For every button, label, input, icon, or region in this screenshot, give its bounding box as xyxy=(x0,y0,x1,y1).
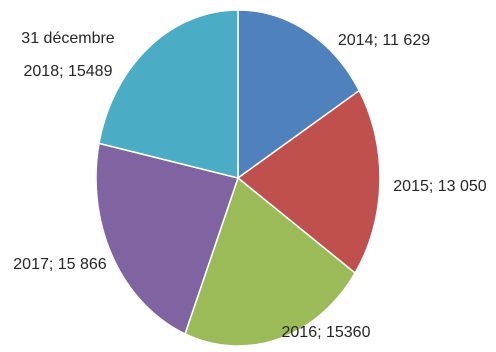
pie-slices xyxy=(95,9,381,347)
data-label-4: 2017; 15 866 xyxy=(13,256,107,273)
pie-slice-1 xyxy=(237,9,360,179)
data-label-5: 31 décembre 2018; 15489 xyxy=(21,30,114,80)
pie-slice-3 xyxy=(184,177,356,347)
data-label-line: 2018; 15489 xyxy=(24,63,113,80)
data-label-3: 2016; 15360 xyxy=(282,324,371,341)
pie-data-labels: 2014; 11 629 2015; 13 050 2016; 15360 2017;… xyxy=(13,30,487,341)
pie-slice-5 xyxy=(98,9,239,179)
pie-slice-4 xyxy=(95,142,239,335)
data-label-2: 2015; 13 050 xyxy=(393,178,487,195)
pie-slice-2 xyxy=(237,89,381,274)
data-label-line: 31 décembre xyxy=(21,30,114,47)
data-label-1: 2014; 11 629 xyxy=(338,32,430,49)
